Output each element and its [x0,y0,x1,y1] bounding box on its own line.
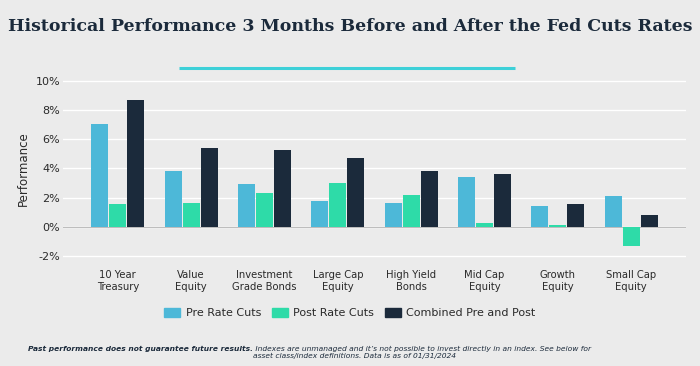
Bar [330,183,346,227]
Text: Indexes are unmanaged and it’s not possible to invest directly in an index. See : Indexes are unmanaged and it’s not possi… [253,346,591,359]
Legend: Pre Rate Cuts, Post Rate Cuts, Combined Pre and Post: Pre Rate Cuts, Post Rate Cuts, Combined … [164,308,536,318]
Bar [421,171,438,227]
Text: Historical Performance 3 Months Before and After the Fed Cuts Rates: Historical Performance 3 Months Before a… [8,18,692,35]
Bar [274,150,291,227]
Bar [640,215,658,227]
Bar [347,158,364,227]
Bar [385,203,402,227]
Bar [312,201,328,227]
Bar [458,177,475,227]
Text: Past performance does not guarantee future results.: Past performance does not guarantee futu… [28,346,253,352]
Bar [164,171,181,227]
Bar [568,204,584,227]
Bar [402,195,419,227]
Bar [127,100,144,227]
Bar [91,124,108,227]
Y-axis label: Performance: Performance [17,131,30,206]
Bar [476,223,493,227]
Bar [605,196,622,227]
Bar [550,225,566,227]
Bar [623,227,640,246]
Bar [256,193,273,227]
Bar [494,174,511,227]
Bar [238,184,255,227]
Bar [531,206,548,227]
Bar [201,148,218,227]
Bar [109,204,126,227]
Bar [183,203,200,227]
